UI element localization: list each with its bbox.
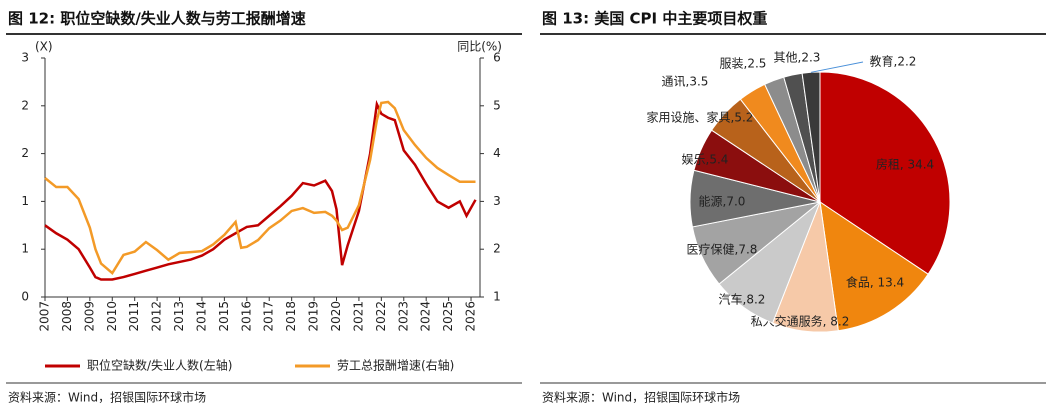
pie-slice: [819, 200, 929, 332]
pie-label: 通讯,3.5: [662, 75, 709, 89]
x-tick-label: 2025: [441, 301, 455, 332]
x-tick-label: 2017: [262, 301, 276, 332]
legend-label: 职位空缺数/失业人数(左轴): [87, 358, 232, 373]
pie-label: 食品, 13.4: [846, 275, 904, 290]
y2-tick-label: 2: [493, 242, 501, 256]
x-tick-label: 2019: [307, 301, 321, 332]
pie-label: 能源,7.0: [699, 195, 746, 209]
y-tick-label: 1: [21, 242, 29, 256]
y-tick-label: 2: [21, 98, 29, 112]
pie-label: 服装,2.5: [720, 57, 767, 71]
y-tick-label: 0: [21, 290, 29, 304]
pie-label: 房租, 34.4: [876, 157, 934, 172]
y2-axis-label: 同比(%): [457, 40, 502, 54]
series-line: [44, 99, 477, 281]
leader-line: [810, 61, 864, 73]
pie-label: 娱乐,5.4: [682, 153, 729, 167]
chart-title: 图 13: 美国 CPI 中主要项目权重: [542, 10, 767, 28]
pie-label: 汽车,8.2: [719, 292, 766, 307]
series-line: [44, 100, 476, 275]
x-tick-label: 2008: [60, 301, 74, 332]
pie-label: 家用设施、家具,5.2: [647, 110, 754, 125]
x-tick-label: 2024: [419, 301, 433, 332]
x-tick-label: 2010: [105, 301, 119, 332]
x-tick-label: 2009: [82, 301, 96, 332]
x-tick-label: 2016: [239, 301, 253, 332]
y2-tick-label: 6: [493, 51, 501, 65]
legend-label: 劳工总报酬增速(右轴): [337, 358, 454, 373]
source-note: 资料来源：Wind，招银国际环球市场: [8, 390, 206, 405]
y-tick-label: 1: [21, 194, 29, 208]
x-tick-label: 2007: [38, 301, 52, 332]
x-tick-label: 2013: [172, 301, 186, 332]
y-tick-label: 3: [21, 51, 29, 65]
pie-label: 其他,2.3: [774, 51, 821, 65]
x-tick-label: 2018: [284, 301, 298, 332]
y2-tick-label: 5: [493, 98, 501, 112]
chart-title: 图 12: 职位空缺数/失业人数与劳工报酬增速: [8, 10, 306, 28]
x-tick-label: 2026: [464, 301, 478, 332]
y-axis-label: (X): [35, 40, 53, 54]
x-tick-label: 2015: [217, 301, 231, 332]
y2-tick-label: 3: [493, 194, 501, 208]
x-tick-label: 2020: [329, 301, 343, 332]
pie-label: 教育,2.2: [870, 54, 917, 69]
x-tick-label: 2021: [351, 301, 365, 332]
y-tick-label: 2: [21, 146, 29, 160]
x-tick-label: 2011: [127, 301, 141, 332]
y2-tick-label: 4: [493, 146, 501, 160]
x-tick-label: 2012: [150, 301, 164, 332]
x-tick-label: 2023: [396, 301, 410, 332]
source-note: 资料来源：Wind，招银国际环球市场: [542, 390, 740, 405]
pie-label: 医疗保健,7.8: [687, 243, 758, 257]
x-tick-label: 2022: [374, 301, 388, 332]
x-tick-label: 2014: [194, 301, 208, 332]
y2-tick-label: 1: [493, 290, 501, 304]
